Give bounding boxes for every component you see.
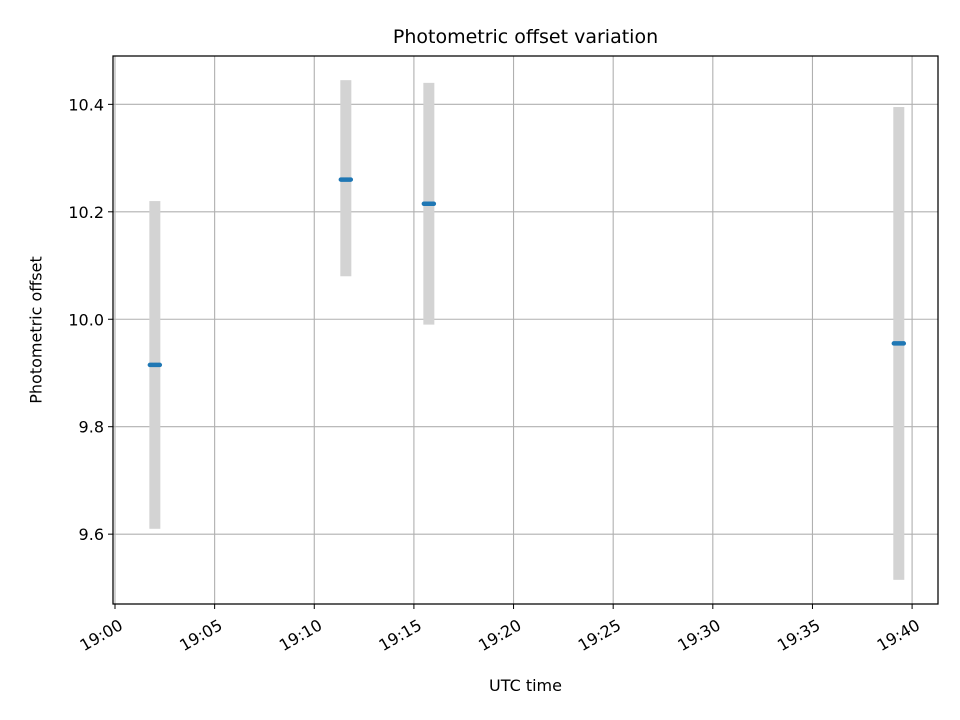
grid bbox=[113, 56, 938, 604]
x-tick-label: 19:00 bbox=[77, 615, 126, 655]
x-tick-label: 19:35 bbox=[774, 615, 823, 655]
x-tick-label: 19:15 bbox=[375, 615, 424, 655]
x-tick-label: 19:25 bbox=[575, 615, 624, 655]
y-axis-label: Photometric offset bbox=[27, 256, 46, 404]
x-tick-label: 19:05 bbox=[176, 615, 225, 655]
y-tick-label: 10.2 bbox=[68, 203, 104, 222]
x-tick-label: 19:10 bbox=[276, 615, 325, 655]
x-axis-ticks: 19:00 19:05 19:10 19:15 19:20 19:25 19:30 19:35… bbox=[77, 604, 923, 655]
y-axis-ticks: 9.6 9.8 10.0 10.2 10.4 bbox=[68, 95, 113, 544]
x-axis-label: UTC time bbox=[489, 676, 562, 695]
x-tick-label: 19:40 bbox=[874, 615, 923, 655]
x-tick-label: 19:30 bbox=[674, 615, 723, 655]
chart-title: Photometric offset variation bbox=[393, 26, 658, 48]
y-tick-label: 10.0 bbox=[68, 310, 104, 329]
marker-layer bbox=[147, 177, 907, 368]
errorbar-layer bbox=[149, 80, 905, 580]
y-tick-label: 9.6 bbox=[79, 525, 104, 544]
y-tick-label: 10.4 bbox=[68, 95, 104, 114]
x-tick-label: 19:20 bbox=[475, 615, 524, 655]
y-tick-label: 9.8 bbox=[79, 418, 104, 437]
plot-area-frame bbox=[112, 55, 939, 605]
